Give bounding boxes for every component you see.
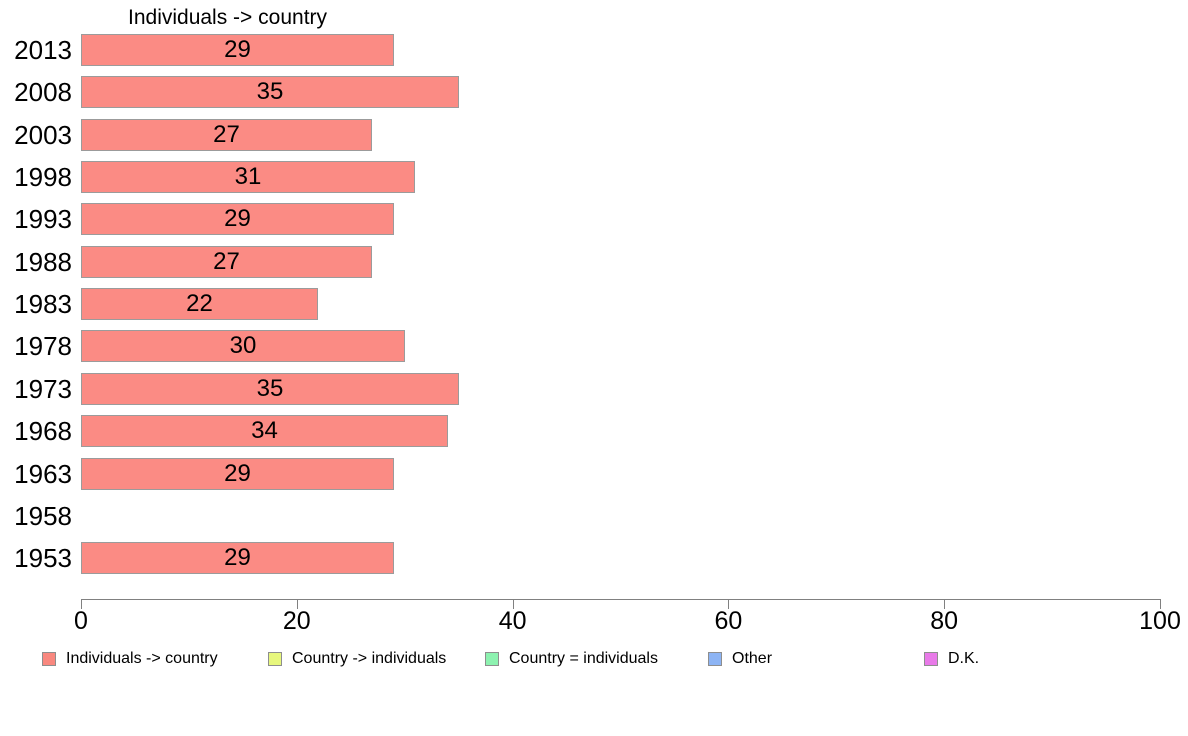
x-axis-tick-label: 40: [498, 607, 527, 635]
bar: 31: [81, 161, 415, 194]
x-axis-tick-label: 80: [930, 607, 959, 635]
category-label: 1988: [14, 246, 72, 277]
category-label: 1953: [14, 543, 72, 574]
category-label: 1958: [14, 500, 72, 531]
x-axis-tick: [944, 599, 946, 609]
x-axis-tick: [296, 599, 298, 609]
category-label: 1983: [14, 289, 72, 320]
bar-value-label: 29: [224, 36, 251, 63]
bar: 29: [81, 542, 394, 575]
chart-title: Individuals -> country: [128, 6, 328, 29]
category-label: 1998: [14, 162, 72, 193]
x-axis-tick: [512, 599, 514, 609]
legend-label: Country = individuals: [509, 650, 658, 667]
category-label: 2008: [14, 77, 72, 108]
x-axis-tick-label: 60: [714, 607, 743, 635]
bar-value-label: 34: [251, 417, 278, 445]
bar: 35: [81, 372, 459, 405]
category-label: 2003: [14, 119, 72, 150]
bar: 35: [81, 76, 459, 109]
category-label: 1993: [14, 204, 72, 235]
category-label: 2013: [14, 35, 72, 65]
bar-value-label: 31: [234, 163, 262, 191]
legend-swatch-icon: [42, 652, 56, 666]
bar: 29: [81, 34, 394, 66]
bar-value-label: 22: [186, 290, 213, 318]
bar: 22: [81, 288, 318, 321]
legend-label: Country -> individuals: [292, 650, 447, 667]
x-axis-tick-label: 20: [282, 607, 311, 635]
bar-value-label: 35: [256, 78, 284, 106]
bar-value-label: 29: [224, 544, 251, 572]
x-axis-line: [81, 599, 1160, 600]
bar: 29: [81, 457, 394, 490]
bar: 30: [81, 330, 405, 363]
x-axis-tick: [1160, 599, 1161, 609]
legend-item: Country -> individuals: [268, 650, 446, 668]
legend-swatch-icon: [268, 652, 282, 666]
x-axis-tick: [728, 599, 730, 609]
legend-label: Other: [732, 650, 773, 667]
bar-value-label: 29: [224, 459, 251, 487]
bar: 34: [81, 415, 448, 448]
bar-value-label: 30: [229, 332, 257, 360]
legend-swatch-icon: [708, 652, 722, 666]
legend-item: D.K.: [924, 650, 979, 668]
x-axis-tick-label: 100: [1139, 607, 1181, 635]
category-label: 1968: [14, 416, 72, 447]
bar-value-label: 29: [224, 205, 251, 233]
legend-swatch-icon: [485, 652, 499, 666]
legend-swatch-icon: [924, 652, 938, 666]
bar-value-label: 27: [213, 120, 240, 148]
bar-value-label: 35: [256, 374, 284, 402]
bar: 27: [81, 118, 372, 151]
bar: 27: [81, 245, 372, 278]
category-label: 1978: [14, 331, 72, 362]
legend-item: Individuals -> country: [42, 650, 218, 668]
x-axis-tick-label: 0: [74, 607, 88, 635]
legend-item: Country = individuals: [485, 650, 658, 668]
x-axis-tick: [81, 599, 82, 609]
category-label: 1963: [14, 458, 72, 489]
category-label: 1973: [14, 373, 72, 404]
legend-label: Individuals -> country: [66, 650, 218, 667]
legend-item: Other: [708, 650, 772, 668]
legend-label: D.K.: [948, 650, 980, 667]
bar-value-label: 27: [213, 247, 240, 275]
bar: 29: [81, 203, 394, 236]
